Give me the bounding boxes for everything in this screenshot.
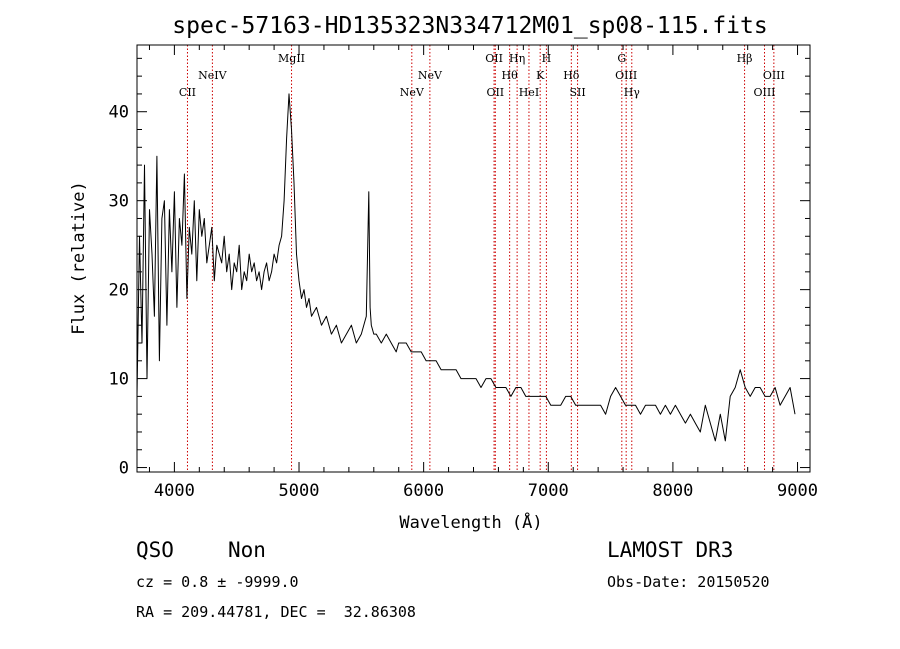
x-tick-label-2: 6000 [403,481,444,501]
x-tick-label-3: 7000 [528,481,569,501]
line-label-11: H [542,52,552,65]
line-label-13: SII [569,86,585,99]
line-label-18: OIII [753,86,775,99]
x-axis-label: Wavelength (Å) [399,511,542,533]
y-tick-label-3: 30 [109,192,129,212]
line-label-10: K [536,69,545,82]
x-tick-label-4: 8000 [652,481,693,501]
y-axis-label: Flux (relative) [69,181,89,335]
y-tick-label-1: 10 [109,370,129,390]
object-subclass: Non [228,538,266,562]
coordinates-line: RA = 209.44781, DEC = 32.86308 [136,603,416,621]
object-class: QSO [136,538,174,562]
emission-line-markers [186,45,775,472]
observation-date: Obs-Date: 20150520 [607,573,770,591]
line-label-9: HeI [519,86,539,99]
y-axis-ticks: 0 10 20 30 40 [109,57,810,479]
line-label-2: MgII [278,52,305,65]
x-axis-ticks: 4000 5000 6000 7000 8000 9000 [148,45,818,501]
line-label-8: Hη [509,52,525,65]
redshift-line: cz = 0.8 ± -9999.0 [136,573,299,591]
chart-title: spec-57163-HD135323N334712M01_sp08-115.f… [172,13,767,39]
survey-name: LAMOST DR3 [607,538,734,562]
line-label-3: NeV [400,86,425,99]
line-label-1: NeIV [198,69,227,82]
line-label-6: OII [486,86,504,99]
line-label-5: OII [485,52,503,65]
line-label-17: Hβ [737,52,753,65]
line-label-12: Hδ [563,69,580,82]
line-label-16: Hγ [624,86,641,99]
plot-area [136,93,796,442]
y-tick-label-2: 20 [109,281,129,301]
x-tick-label-5: 9000 [777,481,818,501]
line-label-0: CII [179,86,196,99]
line-label-15: OIII [615,69,637,82]
line-label-7: Hθ [502,69,519,82]
y-tick-label-4: 40 [109,103,129,123]
y-tick-label-0: 0 [119,459,129,479]
x-tick-label-0: 4000 [154,481,195,501]
line-label-14: G [617,52,626,65]
line-label-19: OIII [763,69,785,82]
line-label-4: NeV [418,69,443,82]
x-tick-label-1: 5000 [279,481,320,501]
spectrum-line [136,93,796,442]
